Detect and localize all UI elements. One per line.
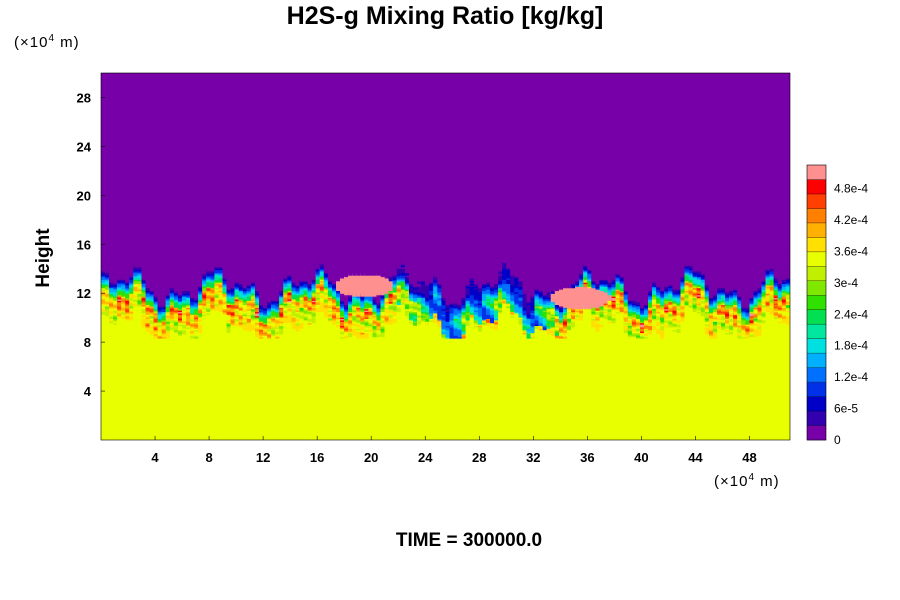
heatmap-cell — [275, 237, 281, 243]
heatmap-cell — [165, 237, 171, 243]
heatmap-cell — [198, 237, 204, 243]
y-axis-unit: (×104 m) — [14, 33, 80, 51]
heatmap-cell — [299, 237, 305, 243]
heatmap-cell — [364, 237, 370, 243]
heatmap-cell — [137, 237, 143, 243]
heatmap-cell — [186, 237, 191, 243]
heatmap-cell — [218, 237, 224, 243]
heatmap-cell — [109, 237, 114, 243]
heatmap-cell — [190, 237, 196, 243]
heatmap-cell — [255, 237, 260, 243]
heatmap-cell — [319, 237, 325, 243]
heatmap-cell — [222, 237, 228, 243]
heatmap-cell — [202, 237, 208, 243]
heatmap-cell — [153, 237, 159, 243]
heatmap-cell — [238, 237, 244, 243]
heatmap-cell — [230, 237, 236, 243]
heatmap-cell — [105, 237, 110, 243]
heatmap-cell — [182, 237, 187, 243]
heatmap-cell — [259, 237, 264, 243]
chart-title: H2S-g Mixing Ratio [kg/kg] — [286, 2, 604, 30]
heatmap-cell — [323, 237, 329, 243]
heatmap-cell — [210, 237, 216, 243]
heatmap-cell — [173, 237, 179, 243]
heatmap-cell — [283, 237, 289, 243]
heatmap-cell — [344, 237, 350, 243]
heatmap-cell — [356, 237, 362, 243]
heatmap-cell — [169, 237, 175, 243]
heatmap-cell — [340, 237, 345, 243]
heatmap-cell — [141, 237, 147, 243]
heatmap-cell — [332, 237, 337, 243]
heatmap-cell — [101, 237, 106, 243]
heatmap-cell — [279, 237, 285, 243]
heatmap-cell — [226, 237, 232, 243]
heatmap-cell — [263, 237, 268, 243]
heatmap-cell — [250, 237, 256, 243]
heatmap-cell — [149, 237, 155, 243]
heatmap-cell — [214, 237, 220, 243]
heatmap-cell — [336, 237, 341, 243]
heatmap-cell — [271, 237, 277, 243]
heatmap-cell — [311, 237, 317, 243]
heatmap-cell — [315, 237, 321, 243]
heatmap-cell — [360, 237, 366, 243]
heatmap-cell — [307, 237, 313, 243]
heatmap-cell — [145, 237, 151, 243]
heatmap-cell — [242, 237, 248, 243]
heatmap-cell — [157, 237, 163, 243]
heatmap-cell — [303, 237, 309, 243]
heatmap-cell — [161, 237, 167, 243]
heatmap-cell — [129, 237, 135, 243]
heatmap-cell — [121, 237, 127, 243]
heatmap-cell — [194, 237, 200, 243]
heatmap-cell — [295, 237, 301, 243]
heatmap-cell — [287, 237, 293, 243]
heatmap-cell — [267, 237, 273, 243]
heatmap-field — [101, 73, 790, 440]
heatmap-cell — [206, 237, 212, 243]
heatmap-cell — [125, 237, 131, 243]
heatmap-cell — [246, 237, 252, 243]
heatmap-cell — [113, 237, 119, 243]
heatmap-cell — [327, 237, 333, 243]
heatmap-cell — [352, 237, 358, 243]
heatmap-cell — [178, 237, 183, 243]
heatmap-cell — [133, 237, 139, 243]
heatmap-cell — [234, 237, 240, 243]
heatmap-cell — [348, 237, 354, 243]
heatmap-cell — [291, 237, 297, 243]
heatmap-cell — [117, 237, 123, 243]
